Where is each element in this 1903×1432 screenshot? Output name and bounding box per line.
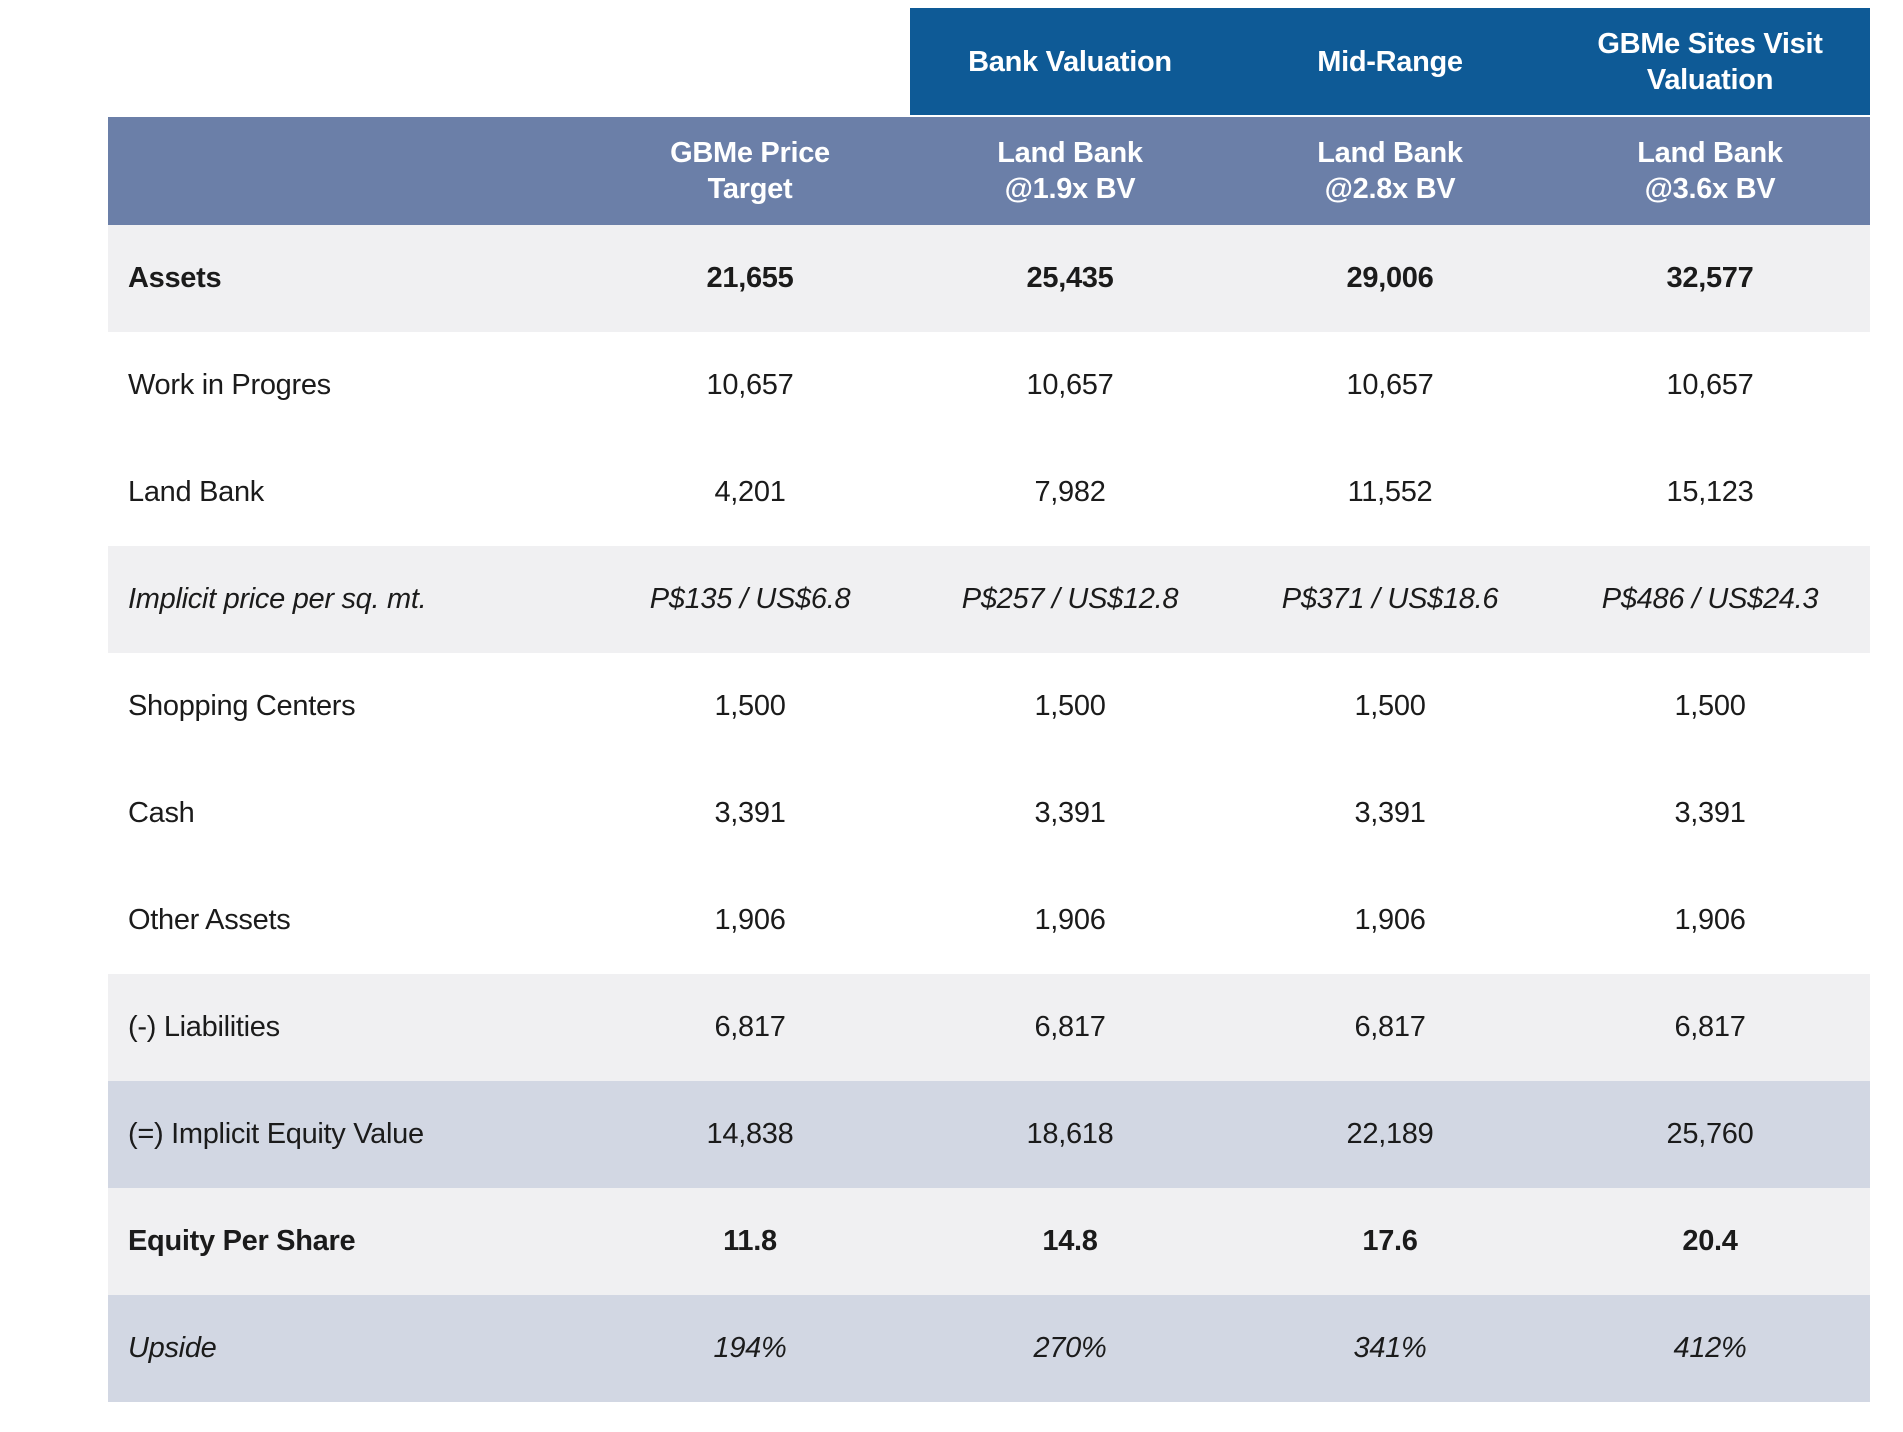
row-value: 29,006 [1346, 262, 1434, 294]
group-header-mid-range: Mid-Range [1230, 8, 1550, 115]
group-header-gbme-sites-visit-valuation: GBMe Sites Visit Valuation [1550, 8, 1870, 115]
row-value: 18,618 [1026, 1118, 1114, 1150]
column-header-label: @1.9x BV [1004, 173, 1136, 205]
table-row-liabilities: (-) Liabilities 6,817 6,817 6,817 6,817 [108, 974, 1870, 1081]
column-header-label: Land Bank [997, 137, 1143, 169]
group-header-row: Bank Valuation Mid-Range GBMe Sites Visi… [910, 8, 1870, 115]
column-header-label: @2.8x BV [1324, 173, 1456, 205]
column-header-empty [108, 117, 590, 225]
row-value: 3,391 [1674, 797, 1746, 829]
row-value: 15,123 [1666, 476, 1754, 508]
row-value: 270% [1033, 1332, 1107, 1364]
row-label: Upside [128, 1332, 217, 1364]
row-label: (-) Liabilities [128, 1011, 280, 1043]
row-value: 11.8 [723, 1225, 777, 1257]
table-row-land-bank: Land Bank 4,201 7,982 11,552 15,123 [108, 439, 1870, 546]
row-label: Cash [128, 797, 195, 829]
row-value: 1,906 [714, 904, 786, 936]
row-value: P$135 / US$6.8 [649, 583, 851, 615]
column-header-land-bank-3-6x: Land Bank @3.6x BV [1550, 117, 1870, 225]
row-value: 1,906 [1354, 904, 1426, 936]
row-value: 14.8 [1042, 1225, 1098, 1257]
table-row-shopping-centers: Shopping Centers 1,500 1,500 1,500 1,500 [108, 653, 1870, 760]
row-value: 25,435 [1026, 262, 1114, 294]
row-label: Work in Progres [128, 369, 331, 401]
column-header-row: GBMe Price Target Land Bank @1.9x BV Lan… [108, 117, 1870, 225]
row-value: 22,189 [1346, 1118, 1434, 1150]
table-row-implicit-price-per-sq-mt: Implicit price per sq. mt. P$135 / US$6.… [108, 546, 1870, 653]
column-header-gbme-price-target: GBMe Price Target [590, 117, 910, 225]
column-header-land-bank-2-8x: Land Bank @2.8x BV [1230, 117, 1550, 225]
row-value: P$486 / US$24.3 [1601, 583, 1819, 615]
column-header-label: @3.6x BV [1644, 173, 1776, 205]
row-value: 10,657 [706, 369, 794, 401]
group-header-label: Valuation [1646, 63, 1774, 96]
row-value: 10,657 [1026, 369, 1114, 401]
table-row-work-in-progres: Work in Progres 10,657 10,657 10,657 10,… [108, 332, 1870, 439]
row-value: 1,500 [714, 690, 786, 722]
row-value: 341% [1353, 1332, 1427, 1364]
row-value: 7,982 [1034, 476, 1106, 508]
row-value: 10,657 [1346, 369, 1434, 401]
row-value: 3,391 [1354, 797, 1426, 829]
column-header-land-bank-1-9x: Land Bank @1.9x BV [910, 117, 1230, 225]
row-value: 1,906 [1674, 904, 1746, 936]
table-row-other-assets: Other Assets 1,906 1,906 1,906 1,906 [108, 867, 1870, 974]
row-value: 14,838 [706, 1118, 794, 1150]
row-value: 1,500 [1354, 690, 1426, 722]
row-label: Shopping Centers [128, 690, 356, 722]
table-row-cash: Cash 3,391 3,391 3,391 3,391 [108, 760, 1870, 867]
column-header-label: Target [707, 173, 793, 205]
row-value: 6,817 [1034, 1011, 1106, 1043]
table-row-implicit-equity-value: (=) Implicit Equity Value 14,838 18,618 … [108, 1081, 1870, 1188]
group-header-label: Mid-Range [1317, 45, 1463, 78]
row-value: 1,906 [1034, 904, 1106, 936]
row-label: Other Assets [128, 904, 291, 936]
row-label: Land Bank [128, 476, 264, 508]
row-value: P$257 / US$12.8 [961, 583, 1179, 615]
row-value: 32,577 [1666, 262, 1754, 294]
column-header-label: Land Bank [1637, 137, 1783, 169]
row-value: 17.6 [1362, 1225, 1418, 1257]
row-label: Implicit price per sq. mt. [128, 583, 427, 615]
row-value: 20.4 [1682, 1225, 1738, 1257]
row-value: 1,500 [1674, 690, 1746, 722]
valuation-table: Bank Valuation Mid-Range GBMe Sites Visi… [108, 8, 1870, 1402]
table-row-equity-per-share: Equity Per Share 11.8 14.8 17.6 20.4 [108, 1188, 1870, 1295]
group-header-label: Bank Valuation [968, 45, 1172, 78]
row-value: 6,817 [1674, 1011, 1746, 1043]
column-header-label: Land Bank [1317, 137, 1463, 169]
row-value: 21,655 [706, 262, 794, 294]
table-row-assets: Assets 21,655 25,435 29,006 32,577 [108, 225, 1870, 332]
column-header-label: GBMe Price [670, 137, 830, 169]
group-header-label: GBMe Sites Visit [1597, 27, 1823, 60]
row-value: 1,500 [1034, 690, 1106, 722]
row-value: 25,760 [1666, 1118, 1754, 1150]
row-value: 11,552 [1347, 476, 1433, 508]
row-value: 6,817 [714, 1011, 786, 1043]
row-label: (=) Implicit Equity Value [128, 1118, 424, 1150]
row-value: 3,391 [714, 797, 786, 829]
row-value: 3,391 [1034, 797, 1106, 829]
row-value: 412% [1673, 1332, 1747, 1364]
table-row-upside: Upside 194% 270% 341% 412% [108, 1295, 1870, 1402]
row-value: P$371 / US$18.6 [1281, 583, 1499, 615]
row-value: 194% [713, 1332, 787, 1364]
row-value: 10,657 [1666, 369, 1754, 401]
row-value: 6,817 [1354, 1011, 1426, 1043]
row-label: Assets [128, 262, 222, 294]
row-value: 4,201 [714, 476, 786, 508]
row-label: Equity Per Share [128, 1225, 356, 1257]
group-header-bank-valuation: Bank Valuation [910, 8, 1230, 115]
